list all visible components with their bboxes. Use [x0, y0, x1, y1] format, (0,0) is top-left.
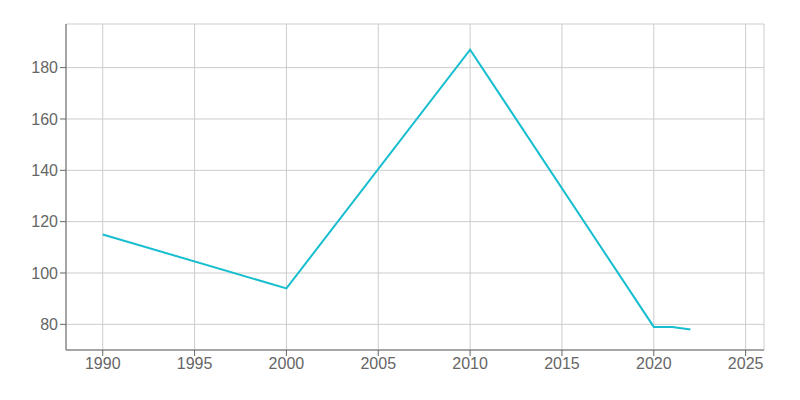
svg-text:160: 160	[31, 111, 58, 128]
svg-text:140: 140	[31, 162, 58, 179]
svg-text:180: 180	[31, 59, 58, 76]
svg-text:2025: 2025	[728, 355, 764, 372]
svg-text:1990: 1990	[85, 355, 121, 372]
svg-text:80: 80	[40, 316, 58, 333]
svg-text:2010: 2010	[452, 355, 488, 372]
svg-text:2020: 2020	[636, 355, 672, 372]
svg-text:100: 100	[31, 265, 58, 282]
svg-text:2005: 2005	[360, 355, 396, 372]
svg-text:120: 120	[31, 213, 58, 230]
svg-text:2015: 2015	[544, 355, 580, 372]
svg-text:1995: 1995	[177, 355, 213, 372]
svg-text:2000: 2000	[269, 355, 305, 372]
